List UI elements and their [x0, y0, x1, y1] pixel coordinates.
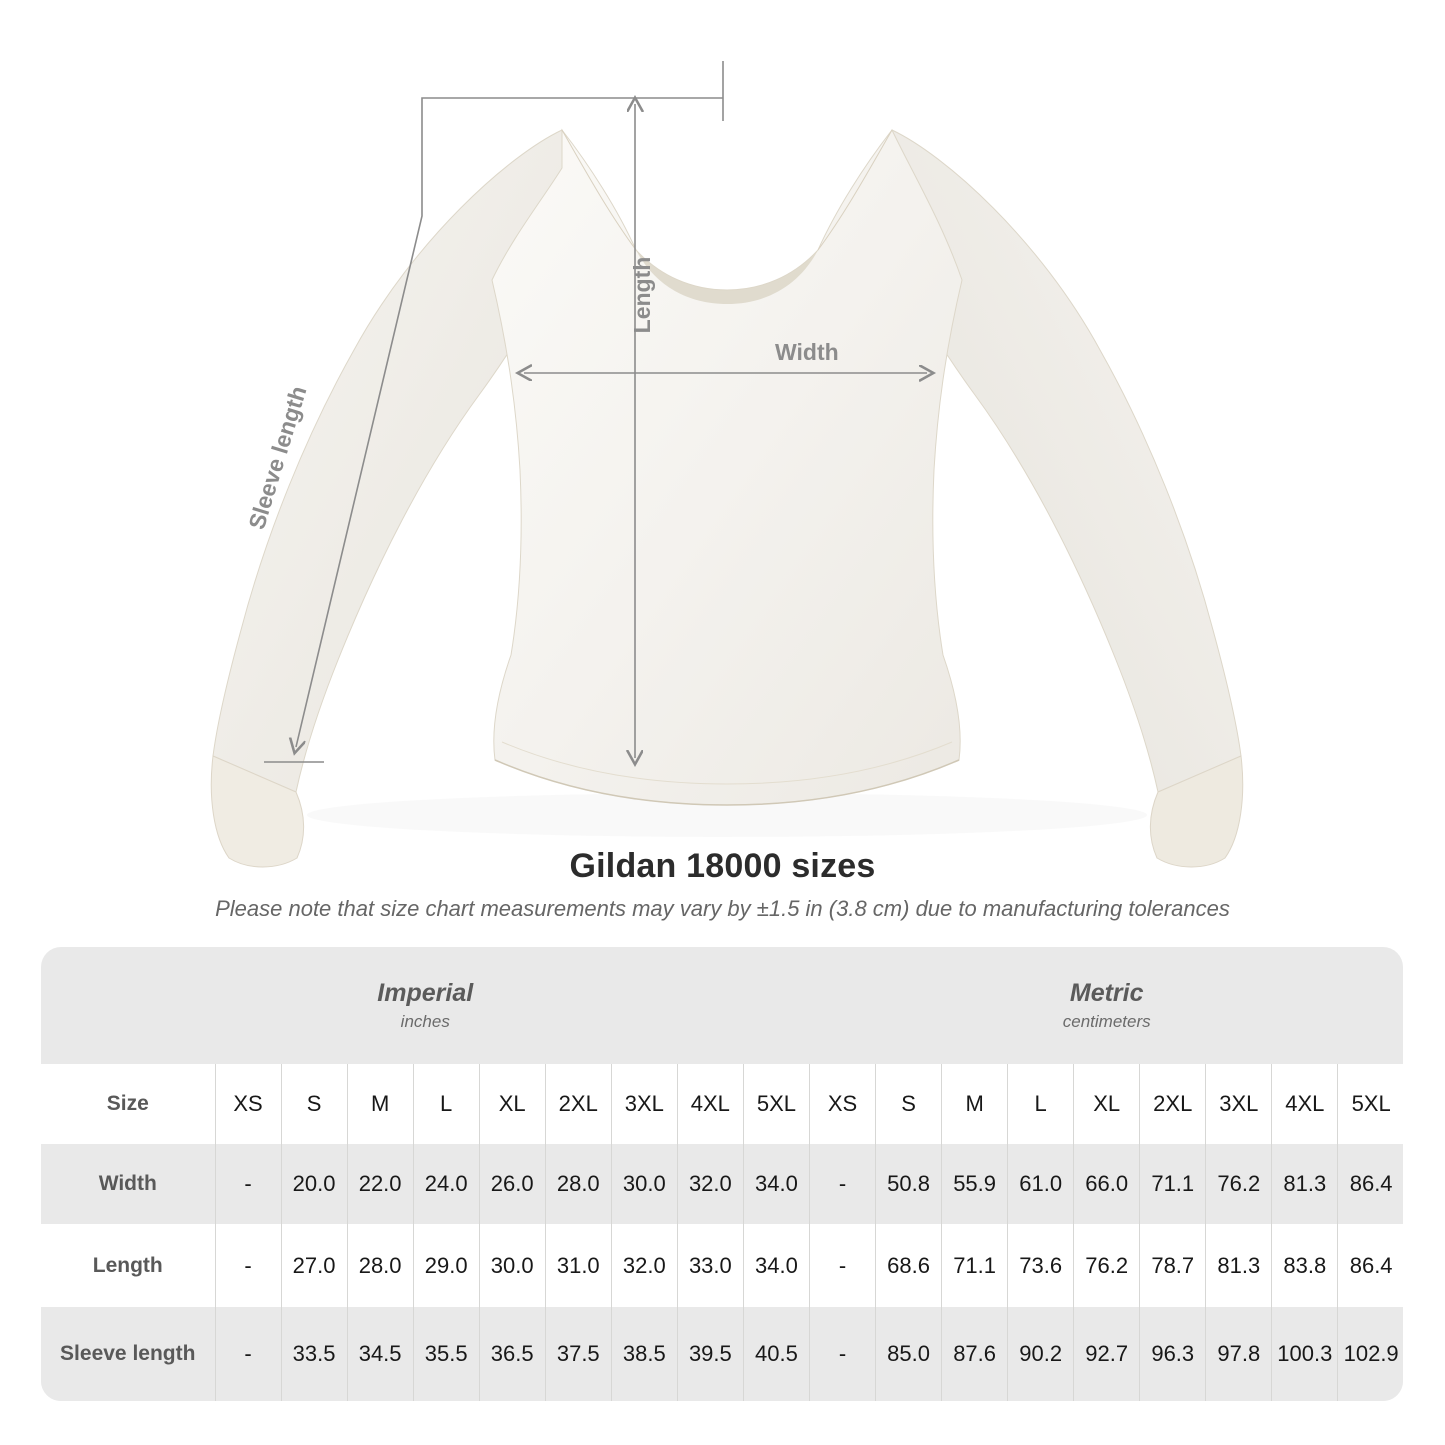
svg-text:Length: Length [629, 257, 655, 334]
svg-text:Width: Width [775, 339, 839, 365]
